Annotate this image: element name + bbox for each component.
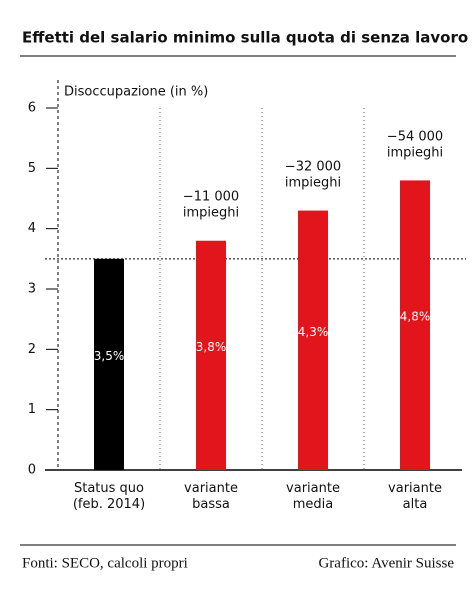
x-tick-label: Status quo (feb. 2014)	[73, 481, 145, 512]
chart-title: Effetti del salario minimo sulla quota d…	[22, 29, 468, 47]
bar	[298, 210, 328, 471]
y-tick-label: 5	[28, 161, 36, 176]
annotation: −54 000 impieghi	[387, 129, 443, 160]
y-tick-label: 1	[28, 402, 36, 417]
bar	[94, 258, 124, 470]
annotation: −32 000 impieghi	[285, 159, 341, 190]
x-tick-label: variante alta	[388, 481, 442, 512]
y-tick-label: 2	[28, 342, 36, 357]
x-tick-label: variante bassa	[184, 481, 238, 512]
credit: Grafico: Avenir Suisse	[318, 555, 454, 571]
y-tick-label: 6	[28, 101, 36, 116]
x-tick-label: variante media	[286, 481, 340, 512]
value-label: 4,8%	[400, 310, 431, 324]
y-tick-label: 0	[28, 463, 36, 478]
y-axis-label: Disoccupazione (in %)	[64, 85, 208, 100]
annotation: −11 000 impieghi	[183, 189, 239, 220]
value-label: 4,3%	[298, 325, 329, 339]
bar	[400, 180, 430, 470]
source: Fonti: SECO, calcoli propri	[22, 555, 188, 571]
y-tick-label: 3	[28, 282, 36, 297]
value-label: 3,8%	[196, 340, 227, 354]
y-tick-label: 4	[28, 221, 36, 236]
bar	[196, 240, 226, 470]
value-label: 3,5%	[94, 349, 125, 363]
